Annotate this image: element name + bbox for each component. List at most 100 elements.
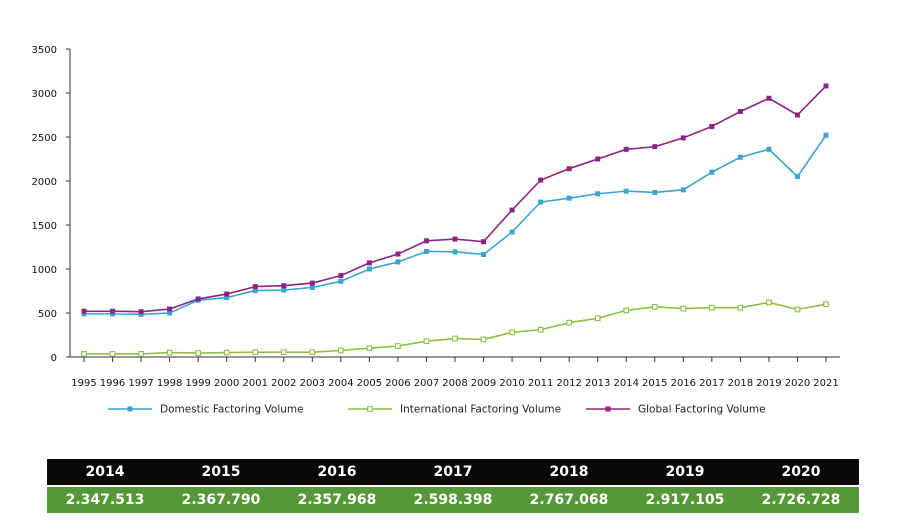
data-point <box>595 191 601 197</box>
y-tick-label: 500 <box>38 309 57 320</box>
data-point <box>538 177 544 183</box>
data-point <box>766 299 772 306</box>
legend-swatch-marker <box>605 406 611 412</box>
series-line <box>84 134 827 316</box>
data-point <box>167 306 173 312</box>
legend-label: Global Factoring Volume <box>638 404 766 416</box>
y-tick-label: 3500 <box>32 45 57 56</box>
data-point <box>737 304 744 311</box>
data-point <box>110 311 116 317</box>
data-point <box>623 146 629 152</box>
x-tick-label: 2017 <box>699 378 724 389</box>
data-point <box>138 309 144 315</box>
x-tick-label: 2021 <box>813 378 838 389</box>
data-point <box>223 349 230 356</box>
data-point <box>81 308 87 314</box>
x-tick-label: 2014 <box>614 378 639 389</box>
series <box>81 83 829 357</box>
x-tick-label: 2001 <box>243 378 268 389</box>
x-axis-ticks: 1995 1996 1997 1998 1999 2000 2001 2002 2003 2004… <box>71 357 839 389</box>
x-tick-label: 2005 <box>357 378 382 389</box>
data-point <box>366 345 373 352</box>
data-point <box>195 296 201 302</box>
axes <box>69 49 840 358</box>
data-point <box>280 349 287 356</box>
x-tick-label: 2020 <box>785 378 810 389</box>
x-tick-label: 2008 <box>442 378 467 389</box>
data-point <box>623 188 629 194</box>
data-point <box>680 305 687 312</box>
x-tick-label: 2018 <box>728 378 753 389</box>
data-point <box>281 283 287 289</box>
data-point <box>737 154 743 160</box>
data-point <box>709 169 715 175</box>
y-axis-ticks: 0 500 1000 1500 2000 2500 3000 3500 <box>32 45 70 364</box>
data-point <box>566 195 572 201</box>
y-tick-label: 0 <box>51 353 57 364</box>
series-line <box>84 301 827 355</box>
table-value: 2.598.398 <box>413 492 493 508</box>
data-point <box>338 273 344 279</box>
data-point <box>594 315 601 322</box>
data-point <box>794 112 800 118</box>
data-point <box>395 343 401 349</box>
data-point <box>480 336 487 343</box>
table-year: 2019 <box>665 464 705 480</box>
data-point <box>252 284 258 290</box>
yearly-totals-table: 2014 2015 2016 2017 2018 2019 2020 2.347… <box>47 459 859 513</box>
data-point <box>794 174 800 180</box>
table-value: 2.357.968 <box>297 492 377 508</box>
x-tick-label: 1998 <box>157 378 182 389</box>
legend-swatch-marker <box>367 406 373 412</box>
legend-swatch-marker <box>127 406 133 412</box>
data-point <box>252 349 259 356</box>
x-tick-label: 2011 <box>528 378 553 389</box>
data-point <box>595 156 601 162</box>
data-point <box>652 144 658 150</box>
x-tick-label: 2007 <box>414 378 439 389</box>
y-tick-label: 1000 <box>32 265 57 276</box>
x-tick-label: 1997 <box>128 378 153 389</box>
data-point <box>737 108 743 114</box>
data-point <box>395 259 401 265</box>
data-point <box>794 306 801 313</box>
data-point <box>651 303 658 310</box>
x-tick-label: 2015 <box>642 378 667 389</box>
table-value: 2.367.790 <box>181 492 261 508</box>
data-point <box>81 351 87 357</box>
data-point <box>138 351 144 357</box>
data-point <box>623 307 630 314</box>
data-point <box>509 207 515 213</box>
data-point <box>709 123 715 129</box>
data-point <box>337 347 344 354</box>
legend-label: International Factoring Volume <box>400 404 561 416</box>
y-tick-label: 1500 <box>32 221 57 232</box>
data-point <box>823 132 829 138</box>
data-point <box>452 249 458 255</box>
data-point <box>423 338 430 345</box>
data-point <box>252 288 258 294</box>
x-tick-label: 2006 <box>385 378 410 389</box>
data-point <box>423 238 429 244</box>
data-point <box>167 310 173 316</box>
data-point <box>224 291 230 297</box>
data-point <box>652 189 658 195</box>
x-tick-label: 2009 <box>471 378 496 389</box>
data-point <box>109 351 116 357</box>
x-tick-label: 2004 <box>328 378 353 389</box>
x-tick-label: 2002 <box>271 378 296 389</box>
table-year: 2014 <box>85 464 125 480</box>
data-point <box>509 229 515 235</box>
x-tick-label: 1999 <box>185 378 210 389</box>
data-point <box>481 239 487 245</box>
x-tick-label: 2013 <box>585 378 610 389</box>
table-year: 2015 <box>201 464 241 480</box>
data-point <box>166 349 173 356</box>
data-point <box>309 349 316 356</box>
data-point <box>338 278 344 284</box>
table-value: 2.767.068 <box>529 492 609 508</box>
x-tick-label: 1995 <box>71 378 96 389</box>
series-line <box>84 85 827 313</box>
data-point <box>537 326 544 333</box>
